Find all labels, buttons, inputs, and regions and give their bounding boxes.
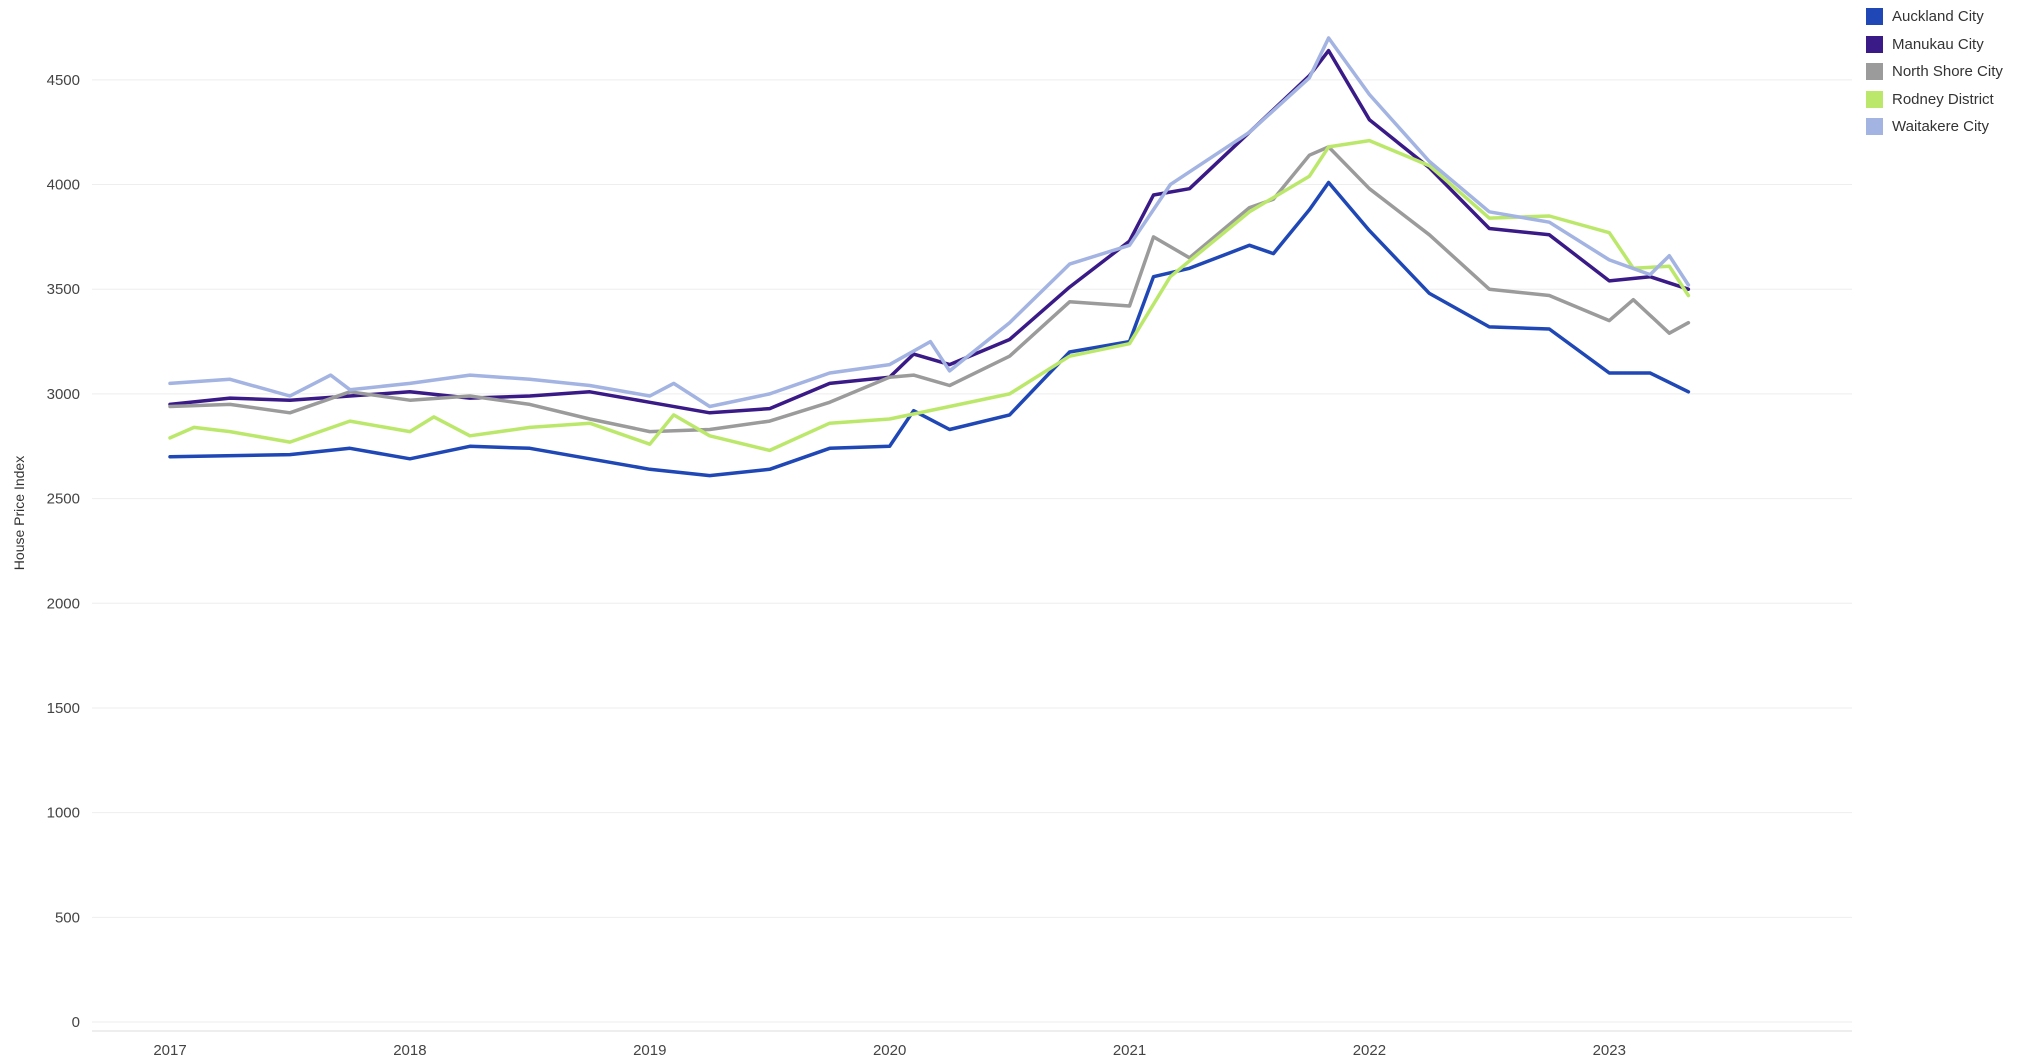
x-tick-label: 2020 [873,1042,906,1058]
x-tick-label: 2018 [393,1042,426,1058]
series-line-waitakere-city [168,36,1691,409]
legend-label: Manukau City [1892,35,1984,53]
series-line-north-shore-city [168,145,1691,434]
legend-label: North Shore City [1892,63,2003,81]
x-tick-label: 2022 [1353,1042,1386,1058]
x-tick-label: 2019 [633,1042,666,1058]
x-tick-label: 2017 [153,1042,186,1058]
legend-item[interactable]: North Shore City [1866,58,2003,86]
series-line-rodney-district [168,138,1691,453]
legend-swatch [1866,8,1883,26]
x-tick-label: 2021 [1113,1042,1146,1058]
y-tick-label: 2500 [47,491,80,508]
y-tick-label: 4500 [47,72,80,89]
legend-item[interactable]: Auckland City [1866,3,2003,31]
legend: Auckland City Manukau City North Shore Cit… [1866,3,2003,141]
legend-item[interactable]: Rodney District [1866,86,2003,114]
legend-item[interactable]: Waitakere City [1866,113,2003,141]
legend-swatch [1866,63,1883,81]
y-tick-label: 3000 [47,386,80,403]
legend-item[interactable]: Manukau City [1866,31,2003,59]
series-lines [168,36,1691,478]
y-tick-label: 500 [55,909,80,926]
y-axis-title: House Price Index [11,456,27,570]
legend-swatch [1866,90,1883,108]
legend-swatch [1866,118,1883,136]
x-axis-ticks: 2017 2018 2019 2020 2021 2022 2023 [153,1042,1626,1058]
y-tick-label: 1500 [47,700,80,717]
series-line-auckland-city [168,180,1691,478]
y-tick-label: 3500 [47,281,80,298]
y-tick-label: 1000 [47,805,80,822]
y-axis-ticks: 0 500 1000 1500 2000 2500 3000 3500 4000 4500 [47,72,80,1031]
gridlines [92,79,1852,1032]
y-tick-label: 4000 [47,177,80,194]
legend-swatch [1866,35,1883,53]
x-tick-label: 2023 [1593,1042,1626,1058]
legend-label: Auckland City [1892,8,1984,26]
y-tick-label: 2000 [47,595,80,612]
y-tick-label: 0 [72,1014,80,1031]
series-line-manukau-city [168,48,1691,415]
legend-label: Waitakere City [1892,118,1989,136]
legend-label: Rodney District [1892,90,1994,108]
